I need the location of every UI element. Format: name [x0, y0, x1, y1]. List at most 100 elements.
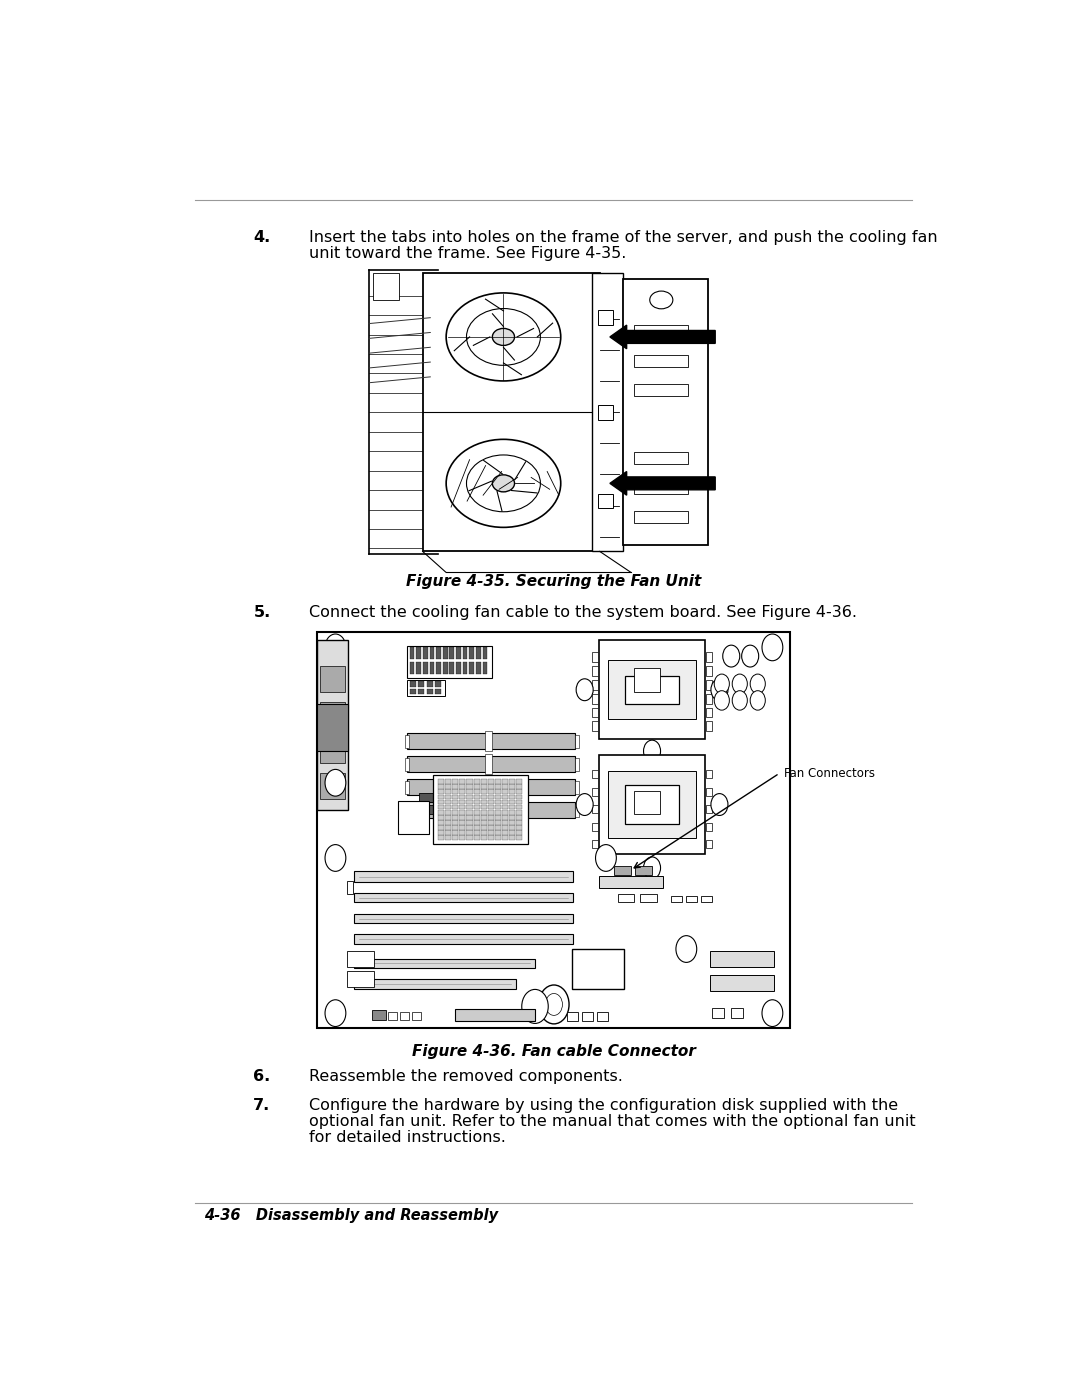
Bar [516, 830, 523, 835]
Ellipse shape [492, 475, 514, 492]
Bar [436, 647, 441, 659]
Bar [473, 820, 480, 824]
Bar [389, 1013, 397, 1020]
Bar [354, 914, 572, 923]
Bar [710, 975, 773, 990]
Bar [462, 662, 468, 673]
Bar [625, 676, 679, 704]
Bar [598, 640, 705, 739]
Ellipse shape [644, 856, 661, 879]
Bar [473, 789, 480, 793]
Bar [495, 805, 501, 809]
Bar [613, 866, 631, 875]
Bar [495, 799, 501, 805]
Bar [576, 759, 580, 771]
Bar [318, 704, 348, 752]
Bar [467, 795, 473, 799]
Bar [706, 788, 713, 796]
Bar [502, 780, 508, 784]
Bar [407, 733, 576, 749]
Bar [405, 805, 409, 817]
Bar [592, 694, 598, 704]
Bar [320, 666, 345, 692]
Ellipse shape [576, 679, 593, 701]
Bar [706, 823, 713, 831]
Bar [592, 721, 598, 731]
Bar [502, 814, 508, 820]
Text: Figure 4-36. Fan cable Connector: Figure 4-36. Fan cable Connector [411, 1045, 696, 1059]
Bar [438, 780, 444, 784]
Bar [430, 647, 434, 659]
Bar [481, 789, 487, 793]
Bar [495, 820, 501, 824]
Bar [495, 795, 501, 799]
Bar [495, 826, 501, 830]
Ellipse shape [325, 634, 346, 661]
Bar [706, 666, 713, 676]
Bar [485, 800, 492, 820]
Bar [409, 689, 416, 694]
Bar [354, 935, 572, 944]
Bar [509, 826, 515, 830]
Bar [686, 895, 697, 902]
Bar [502, 826, 508, 830]
Bar [413, 1013, 420, 1020]
Bar [467, 814, 473, 820]
Bar [459, 814, 465, 820]
Bar [572, 949, 624, 989]
Bar [453, 826, 458, 830]
Bar [459, 799, 465, 805]
Bar [509, 810, 515, 814]
Ellipse shape [732, 675, 747, 693]
Bar [427, 689, 433, 694]
Bar [488, 805, 494, 809]
Bar [347, 971, 374, 986]
Bar [467, 830, 473, 835]
Bar [576, 805, 580, 817]
Bar [485, 777, 492, 798]
Bar [354, 872, 572, 882]
Bar [445, 826, 451, 830]
Bar [481, 795, 487, 799]
Text: Configure the hardware by using the configuration disk supplied with the: Configure the hardware by using the conf… [309, 1098, 899, 1113]
Bar [592, 823, 598, 831]
Bar [438, 799, 444, 805]
Bar [459, 810, 465, 814]
Bar [473, 830, 480, 835]
Bar [473, 810, 480, 814]
Bar [502, 820, 508, 824]
Bar [445, 784, 451, 789]
Bar [488, 789, 494, 793]
Bar [473, 814, 480, 820]
Bar [453, 835, 458, 840]
Ellipse shape [762, 634, 783, 661]
Bar [592, 840, 598, 848]
Bar [634, 482, 688, 493]
Bar [713, 1009, 725, 1018]
Ellipse shape [723, 645, 740, 666]
Bar [634, 326, 688, 337]
Bar [438, 814, 444, 820]
Bar [459, 835, 465, 840]
Bar [597, 1013, 608, 1021]
Bar [495, 789, 501, 793]
Bar [438, 789, 444, 793]
Bar [509, 780, 515, 784]
Bar [516, 826, 523, 830]
Bar [459, 795, 465, 799]
Bar [592, 771, 598, 778]
Bar [516, 810, 523, 814]
Bar [706, 805, 713, 813]
Bar [488, 799, 494, 805]
Ellipse shape [762, 1000, 783, 1027]
Bar [516, 780, 523, 784]
Bar [706, 840, 713, 848]
Bar [467, 780, 473, 784]
Ellipse shape [714, 675, 729, 693]
Bar [476, 647, 481, 659]
Bar [409, 662, 415, 673]
Bar [495, 835, 501, 840]
Text: for detailed instructions.: for detailed instructions. [309, 1130, 505, 1146]
Bar [407, 802, 576, 819]
Bar [470, 647, 474, 659]
